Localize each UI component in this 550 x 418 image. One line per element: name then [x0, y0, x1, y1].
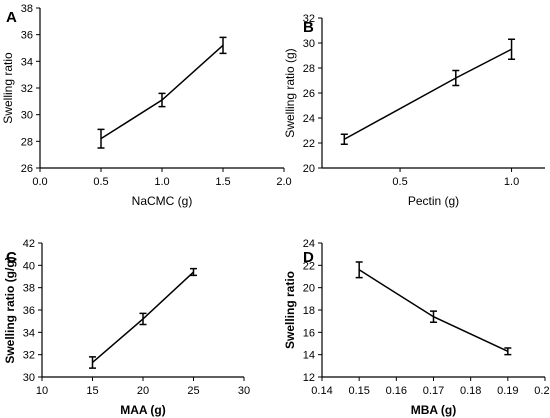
y-tick-label: 26 [21, 163, 33, 175]
y-tick-label: 30 [21, 110, 33, 122]
y-tick-label: 22 [303, 138, 315, 150]
x-tick-label: 0.0 [32, 176, 47, 188]
y-tick-label: 16 [303, 327, 315, 339]
y-tick-label: 32 [303, 13, 315, 25]
x-tick-label: 0.19 [497, 385, 518, 397]
data-point-errorbar [139, 312, 147, 326]
y-tick-label: 28 [303, 63, 315, 75]
x-tick-label: 2.0 [276, 176, 291, 188]
y-axis-title: Swelling ratio [1, 52, 15, 124]
x-tick-label: 0.20 [534, 385, 550, 397]
y-axis-title: Swelling ratio [283, 271, 297, 349]
series-line [343, 48, 512, 140]
x-tick-label: 25 [187, 385, 199, 397]
x-tick-label: 1.0 [154, 176, 169, 188]
y-axis-title: Swelling ratio (g) [283, 48, 297, 137]
series-line [100, 44, 224, 140]
y-tick-label: 32 [23, 350, 35, 362]
y-tick-label: 38 [23, 283, 35, 295]
x-axis-title: Pectin (g) [408, 194, 459, 208]
y-tick-label: 36 [21, 30, 33, 42]
data-point-errorbar [190, 267, 197, 277]
data-point-errorbar [158, 92, 166, 108]
y-tick-label: 36 [23, 305, 35, 317]
y-tick-label: 18 [303, 305, 315, 317]
x-axis-title: MAA (g) [120, 403, 166, 417]
panel-a: A 26 28 30 32 34 36 38 0.0 0.5 1.0 1.5 2.0 NaCMC (g) S… [1, 3, 292, 208]
x-tick-label: 15 [86, 385, 98, 397]
y-tick-label: 30 [23, 372, 35, 384]
data-point-errorbar [508, 38, 516, 60]
data-point-errorbar [504, 347, 512, 356]
panel-letter: D [303, 249, 314, 266]
data-point-errorbar [97, 128, 105, 149]
x-tick-label: 1.5 [215, 176, 230, 188]
y-tick-label: 20 [303, 283, 315, 295]
x-tick-label: 30 [238, 385, 250, 397]
panel-letter: B [303, 19, 314, 36]
y-tick-label: 20 [303, 163, 315, 175]
y-tick-label: 32 [21, 83, 33, 95]
y-tick-label: 24 [303, 113, 315, 125]
y-tick-label: 26 [303, 88, 315, 100]
data-point-errorbar [430, 310, 437, 324]
panel-c: C 30 32 34 36 38 40 42 10 15 20 25 30 MAA (g) Swelling… [3, 238, 250, 417]
data-point-errorbar [219, 36, 227, 55]
panel-letter: A [6, 9, 17, 26]
data-point-errorbar [355, 261, 363, 279]
y-tick-label: 34 [21, 56, 33, 68]
y-tick-label: 34 [23, 327, 35, 339]
x-tick-label: 0.15 [348, 385, 369, 397]
y-tick-label: 14 [303, 350, 315, 362]
x-tick-label: 10 [36, 385, 48, 397]
panel-letter: C [6, 249, 17, 266]
x-tick-label: 0.16 [386, 385, 407, 397]
data-point-errorbar [89, 356, 96, 369]
panel-b: B 20 22 24 26 28 30 32 0.5 1.0 Pectin (g) Swelling … [283, 13, 545, 208]
y-tick-label: 42 [23, 238, 35, 250]
x-tick-label: 20 [137, 385, 149, 397]
x-tick-label: 0.14 [311, 385, 332, 397]
x-tick-label: 0.5 [93, 176, 108, 188]
data-point-errorbar [340, 133, 348, 145]
y-tick-label: 38 [21, 3, 33, 15]
data-point-errorbar [452, 69, 460, 87]
y-tick-label: 28 [21, 136, 33, 148]
x-tick-label: 0.17 [423, 385, 444, 397]
y-tick-label: 24 [303, 238, 315, 250]
y-tick-label: 30 [303, 38, 315, 50]
x-tick-label: 0.5 [392, 176, 407, 188]
x-axis-title: MBA (g) [411, 403, 457, 417]
y-tick-label: 22 [303, 260, 315, 272]
x-tick-label: 1.0 [504, 176, 519, 188]
panel-d: D 12 14 16 18 20 22 24 0.14 0.15 0.16 0.17 0.18 0.19 0… [283, 238, 550, 417]
y-tick-label: 12 [303, 372, 315, 384]
y-axis-title: Swelling ratio (g/g) [3, 256, 17, 363]
y-tick-label: 40 [23, 260, 35, 272]
x-axis-title: NaCMC (g) [132, 194, 193, 208]
x-tick-label: 0.18 [460, 385, 481, 397]
